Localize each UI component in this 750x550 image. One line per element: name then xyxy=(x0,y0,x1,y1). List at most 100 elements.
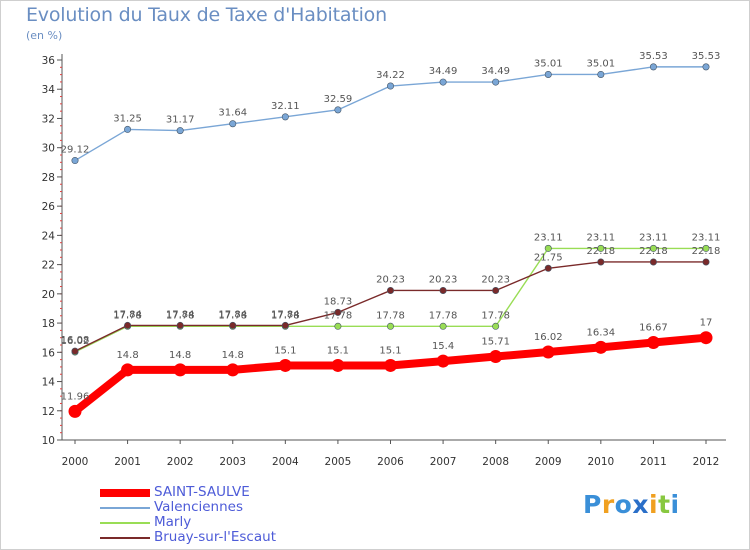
data-point xyxy=(489,350,503,364)
x-tick-label: 2002 xyxy=(167,456,194,468)
data-point xyxy=(702,244,710,252)
data-point xyxy=(124,321,132,329)
data-label: 31.64 xyxy=(218,108,247,119)
data-point xyxy=(646,336,660,350)
x-tick-label: 2007 xyxy=(430,456,457,468)
x-tick-label: 2004 xyxy=(272,456,299,468)
legend-label: Marly xyxy=(154,514,192,530)
data-point xyxy=(278,358,292,372)
data-label: 23.11 xyxy=(534,232,563,243)
data-label: 29.12 xyxy=(61,145,90,156)
x-tick-label: 2008 xyxy=(482,456,509,468)
logo-letter: t xyxy=(658,490,671,519)
y-tick-label: 22 xyxy=(42,260,55,272)
data-point xyxy=(597,258,605,266)
data-point xyxy=(124,125,132,133)
data-point xyxy=(492,322,500,330)
data-label: 16.02 xyxy=(61,336,90,347)
x-tick-label: 2000 xyxy=(62,456,89,468)
data-point xyxy=(176,321,184,329)
legend-swatch xyxy=(100,489,150,497)
x-tick-label: 2005 xyxy=(325,456,352,468)
chart-title: Evolution du Taux de Taxe d'Habitation xyxy=(26,4,387,26)
data-label: 17.78 xyxy=(271,310,300,321)
data-point xyxy=(702,258,710,266)
y-tick-label: 36 xyxy=(42,55,56,67)
data-point xyxy=(541,345,555,359)
proxiti-logo: Proxiti xyxy=(583,490,680,519)
data-point xyxy=(544,70,552,78)
data-point xyxy=(229,321,237,329)
data-label: 15.1 xyxy=(274,345,296,356)
y-tick-label: 26 xyxy=(42,201,56,213)
data-point xyxy=(71,347,79,355)
data-point xyxy=(386,322,394,330)
data-label: 18.73 xyxy=(324,296,353,307)
data-point xyxy=(229,120,237,128)
logo-letter: i xyxy=(670,490,680,519)
data-label: 17.78 xyxy=(113,310,142,321)
data-point xyxy=(439,286,447,294)
data-label: 15.1 xyxy=(327,345,349,356)
data-point xyxy=(439,322,447,330)
x-tick-label: 2003 xyxy=(219,456,246,468)
data-label: 14.8 xyxy=(169,350,191,361)
y-tick-label: 24 xyxy=(42,230,56,242)
data-label: 22.18 xyxy=(587,246,616,257)
data-label: 17.84 xyxy=(271,309,300,320)
data-point xyxy=(334,106,342,114)
data-point xyxy=(281,113,289,121)
data-point xyxy=(436,354,450,368)
data-label: 17 xyxy=(700,318,713,329)
data-label: 23.11 xyxy=(692,232,721,243)
data-point xyxy=(121,363,135,377)
legend-swatch xyxy=(100,522,150,524)
data-point xyxy=(331,358,345,372)
data-label: 20.23 xyxy=(376,274,405,285)
y-tick-label: 16 xyxy=(42,347,56,359)
data-point xyxy=(281,321,289,329)
legend-label: SAINT-SAULVE xyxy=(154,484,250,500)
y-tick-label: 34 xyxy=(42,84,56,96)
data-label: 35.01 xyxy=(587,58,616,69)
data-point xyxy=(544,264,552,272)
data-label: 35.53 xyxy=(692,51,721,62)
data-point xyxy=(68,404,82,418)
data-point xyxy=(649,244,657,252)
data-label: 32.59 xyxy=(324,94,353,105)
logo-letter: i xyxy=(649,490,659,519)
data-label: 17.78 xyxy=(429,310,458,321)
data-point xyxy=(702,63,710,71)
data-label: 11.96 xyxy=(61,391,90,402)
logo-letter: o xyxy=(614,490,633,519)
data-label: 17.78 xyxy=(376,310,405,321)
data-point xyxy=(386,82,394,90)
legend-swatch xyxy=(100,537,150,539)
data-point xyxy=(594,340,608,354)
data-label: 34.49 xyxy=(481,66,510,77)
logo-letter: x xyxy=(632,490,649,519)
data-label: 14.8 xyxy=(222,350,244,361)
y-tick-label: 28 xyxy=(42,172,55,184)
data-point xyxy=(649,258,657,266)
data-label: 17.78 xyxy=(324,310,353,321)
data-label: 16.67 xyxy=(639,323,668,334)
data-point xyxy=(597,70,605,78)
data-label: 16.34 xyxy=(587,327,616,338)
legend-swatch xyxy=(100,507,150,509)
data-label: 17.78 xyxy=(481,310,510,321)
data-point xyxy=(334,322,342,330)
data-label: 31.25 xyxy=(113,113,142,124)
data-point xyxy=(492,78,500,86)
data-label: 34.22 xyxy=(376,70,405,81)
data-label: 17.84 xyxy=(113,309,142,320)
data-point xyxy=(334,308,342,316)
data-label: 17.84 xyxy=(218,309,247,320)
data-point xyxy=(439,78,447,86)
data-point xyxy=(649,63,657,71)
data-label: 21.75 xyxy=(534,252,563,263)
data-label: 22.18 xyxy=(692,246,721,257)
y-tick-label: 10 xyxy=(42,435,55,447)
y-tick-label: 12 xyxy=(42,406,55,418)
